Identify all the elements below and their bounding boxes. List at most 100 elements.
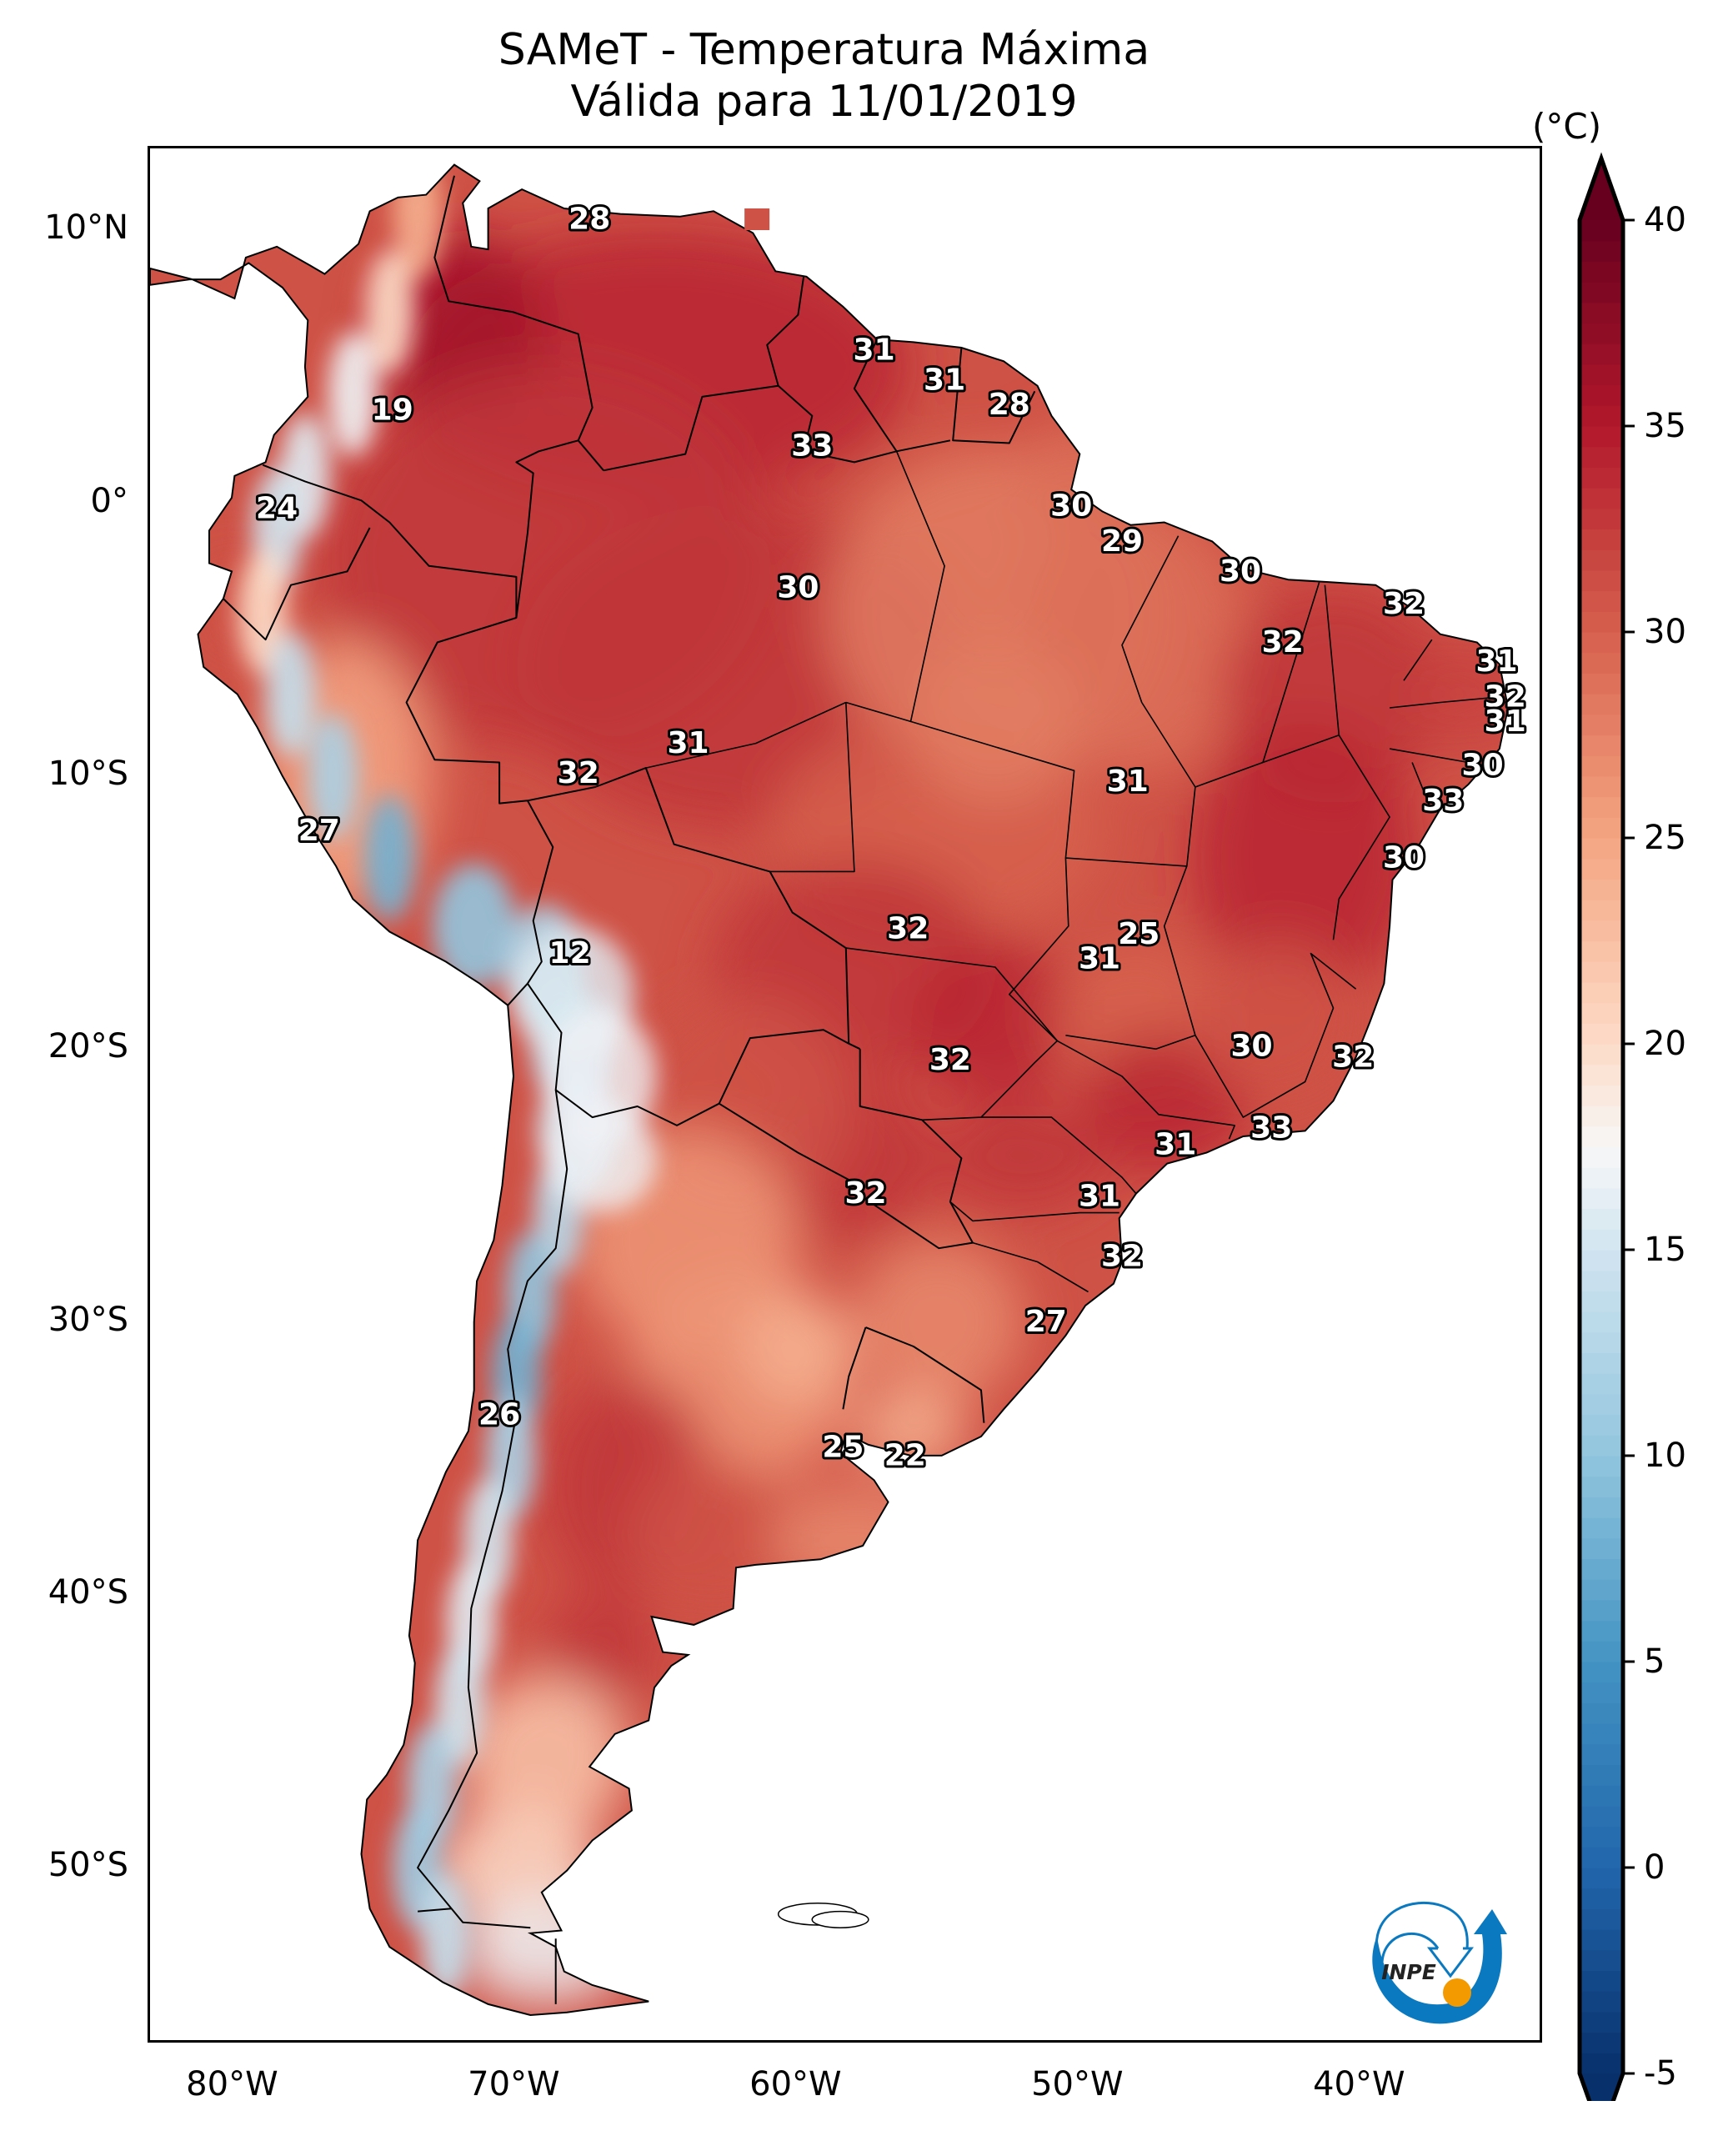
city-temperature-label: 33 — [1422, 784, 1464, 818]
state-border — [645, 701, 847, 769]
colorbar-band — [1580, 1476, 1623, 1497]
colorbar-band — [1580, 632, 1623, 654]
colorbar-tick-label: -5 — [1644, 2054, 1677, 2093]
city-temperature-label: 28 — [568, 203, 610, 237]
colorbar-band — [1580, 1352, 1623, 1374]
colorbar-band — [1580, 1497, 1623, 1518]
city-temperature-label: 31 — [924, 364, 965, 398]
andes-cool-zone — [432, 863, 516, 989]
city-temperature-label: 25 — [1118, 917, 1160, 951]
colorbar-band — [1580, 900, 1623, 921]
temperature-region — [910, 639, 1080, 804]
colorbar-band — [1580, 282, 1623, 303]
city-temperature-label: 32 — [1332, 1040, 1374, 1075]
country-border — [507, 800, 554, 1006]
colorbar-band — [1580, 1537, 1623, 1560]
colorbar-band — [1580, 1456, 1623, 1477]
logo-orbit-line — [1375, 1902, 1469, 1953]
latitude-tick-label: 10°N — [44, 208, 128, 248]
city-temperature-label: 31 — [854, 333, 895, 368]
latitude-tick-label: 50°S — [48, 1846, 128, 1885]
state-border — [1009, 858, 1069, 1041]
city-temperature-label: 32 — [1262, 625, 1304, 659]
temperature-region — [910, 940, 1080, 1104]
city-temperature-label: 31 — [1485, 704, 1526, 739]
colorbar-band — [1580, 694, 1623, 715]
colorbar-band — [1580, 1106, 1623, 1127]
colorbar-band — [1580, 1868, 1623, 1889]
colorbar-band — [1580, 467, 1623, 489]
city-temperature-label: 27 — [1025, 1305, 1067, 1339]
logo-swoosh-arrow — [1372, 1909, 1507, 2024]
city-temperature-label: 29 — [1101, 524, 1143, 559]
colorbar-band — [1580, 1373, 1623, 1395]
city-temperature-label: 30 — [1230, 1029, 1272, 1063]
colorbar-band — [1580, 1044, 1623, 1065]
latitude-tick-label: 30°S — [48, 1300, 128, 1339]
city-temperature-label: 30 — [1462, 748, 1504, 782]
colorbar-band — [1580, 1414, 1623, 1436]
map-subtitle-date: Válida para 11/01/2019 — [570, 77, 1078, 127]
colorbar-tick-label: 40 — [1644, 201, 1686, 239]
colorbar-tick-label: 30 — [1644, 613, 1686, 651]
country-border — [223, 527, 371, 641]
country-border — [778, 385, 897, 464]
colorbar-unit-label: (°C) — [1532, 106, 1602, 147]
city-temperature-label: 30 — [777, 571, 819, 605]
colorbar-band — [1580, 590, 1623, 612]
colorbar-band — [1580, 1908, 1623, 1930]
city-temperature-label: 32 — [887, 912, 929, 946]
city-temperature-label: 31 — [667, 726, 709, 760]
colorbar-band — [1580, 1187, 1623, 1210]
country-border — [853, 338, 898, 452]
city-temperature-label: 32 — [929, 1043, 971, 1077]
longitude-tick-label: 70°W — [468, 2065, 560, 2103]
latitude-tick-label: 0° — [90, 481, 128, 520]
state-border — [1324, 584, 1340, 735]
colorbar-band — [1580, 1929, 1623, 1951]
andes-cool-zone — [238, 549, 288, 675]
colorbar-ticks — [1623, 218, 1635, 2075]
colorbar-band — [1580, 1764, 1623, 1786]
city-temperature-label: 25 — [822, 1431, 864, 1465]
colorbar-band — [1580, 796, 1623, 818]
colorbar-extend-max-arrow — [1580, 158, 1623, 220]
temperature-region — [939, 1103, 1109, 1213]
temperature-field — [150, 164, 1509, 2015]
map-title: SAMeT - Temperatura Máxima — [498, 25, 1150, 75]
colorbar-band — [1580, 1826, 1623, 1848]
colorbar-band — [1580, 488, 1623, 509]
country-border — [418, 1908, 452, 1913]
colorbar-band — [1580, 1847, 1623, 1868]
state-border — [1195, 735, 1390, 940]
colorbar-band — [1580, 1126, 1623, 1148]
state-border — [1056, 1040, 1235, 1140]
colorbar-band — [1580, 817, 1623, 839]
colorbar-band — [1580, 858, 1623, 880]
logo-inner-orbit — [1380, 1933, 1440, 1963]
colorbar-band — [1580, 240, 1623, 262]
colorbar-band — [1580, 343, 1623, 365]
longitude-tick-label: 40°W — [1313, 2065, 1405, 2103]
longitude-tick-label: 50°W — [1031, 2065, 1124, 2103]
colorbar-band — [1580, 1579, 1623, 1601]
colorbar-band — [1580, 1558, 1623, 1580]
city-temperature-label: 33 — [1250, 1111, 1292, 1146]
colorbar-band — [1580, 1620, 1623, 1642]
city-temperature-label: 26 — [478, 1397, 520, 1431]
colorbar-band — [1580, 1888, 1623, 1909]
country-border — [262, 439, 579, 619]
city-temperature-label: 22 — [884, 1438, 926, 1472]
andes-cool-zone — [308, 713, 358, 839]
colorbar-band — [1580, 426, 1623, 448]
state-border — [1389, 748, 1469, 764]
country-border — [865, 1326, 985, 1423]
map-frame: 28 31 31 28 19 33 24 30 29 30 30 32 32 31 32 31 31 32 31 30… — [148, 146, 1542, 2043]
colorbar-band — [1580, 775, 1623, 798]
colorbar-band — [1580, 1393, 1623, 1416]
temperature-region — [1192, 721, 1418, 995]
longitude-tick-label: 60°W — [749, 2065, 842, 2103]
city-temperature-label: 19 — [372, 394, 413, 428]
altiplano-zone — [544, 1103, 658, 1213]
